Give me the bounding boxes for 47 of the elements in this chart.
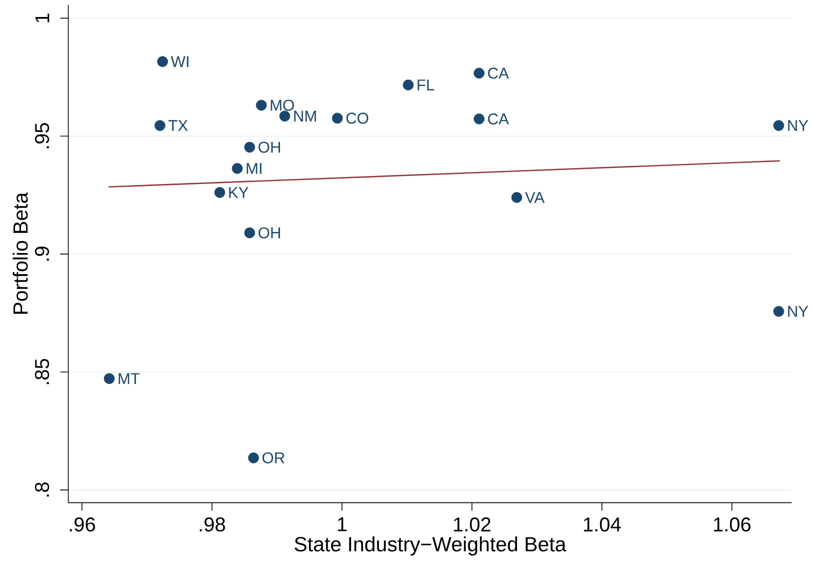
data-label: WI (170, 56, 188, 67)
y-tick-label: 1 (35, 14, 50, 22)
data-label: MI (246, 163, 262, 174)
point (474, 114, 484, 124)
point (232, 163, 243, 174)
data-label: NM (294, 110, 316, 122)
data-label: OH (258, 142, 280, 153)
data-label: CO (346, 112, 368, 124)
point (332, 112, 343, 124)
data-label: MO (270, 100, 294, 111)
point (256, 100, 267, 111)
y-tick-label: .85 (34, 358, 50, 384)
y-tick-label: .9 (34, 246, 50, 261)
y-tick-label: .95 (34, 123, 50, 148)
y-axis-title: Portfolio Beta (12, 192, 28, 314)
data-label: OH (258, 227, 280, 238)
x-tick-label: .98 (200, 517, 225, 532)
point (474, 68, 484, 79)
x-tick-label: 1 (338, 517, 347, 532)
x-axis-title: State Industry−Weighted Beta (294, 536, 566, 556)
point (214, 187, 226, 198)
data-label: VA (525, 192, 545, 203)
data-label: FL (418, 80, 434, 90)
x-tick-label: 1.02 (454, 517, 490, 532)
data-label: NY (788, 306, 808, 317)
data-label: KY (229, 187, 248, 198)
point (402, 80, 414, 90)
point (244, 227, 256, 238)
point (279, 110, 290, 122)
data-label: CA (488, 113, 509, 124)
x-tick-label: 1.06 (714, 517, 750, 532)
point (154, 120, 166, 131)
point (104, 373, 115, 384)
point (157, 56, 168, 67)
y-tick-label: .8 (34, 482, 50, 496)
x-tick-label: .96 (70, 517, 95, 532)
data-label: TX (168, 120, 188, 131)
data-label: OR (262, 452, 284, 464)
point (248, 452, 259, 464)
data-label: CA (488, 68, 509, 79)
point (773, 120, 784, 131)
data-label: NY (788, 120, 808, 131)
point (511, 192, 522, 203)
data-label: MT (118, 373, 140, 384)
point (244, 142, 256, 153)
point (773, 306, 784, 317)
x-tick-label: 1.04 (584, 517, 621, 532)
